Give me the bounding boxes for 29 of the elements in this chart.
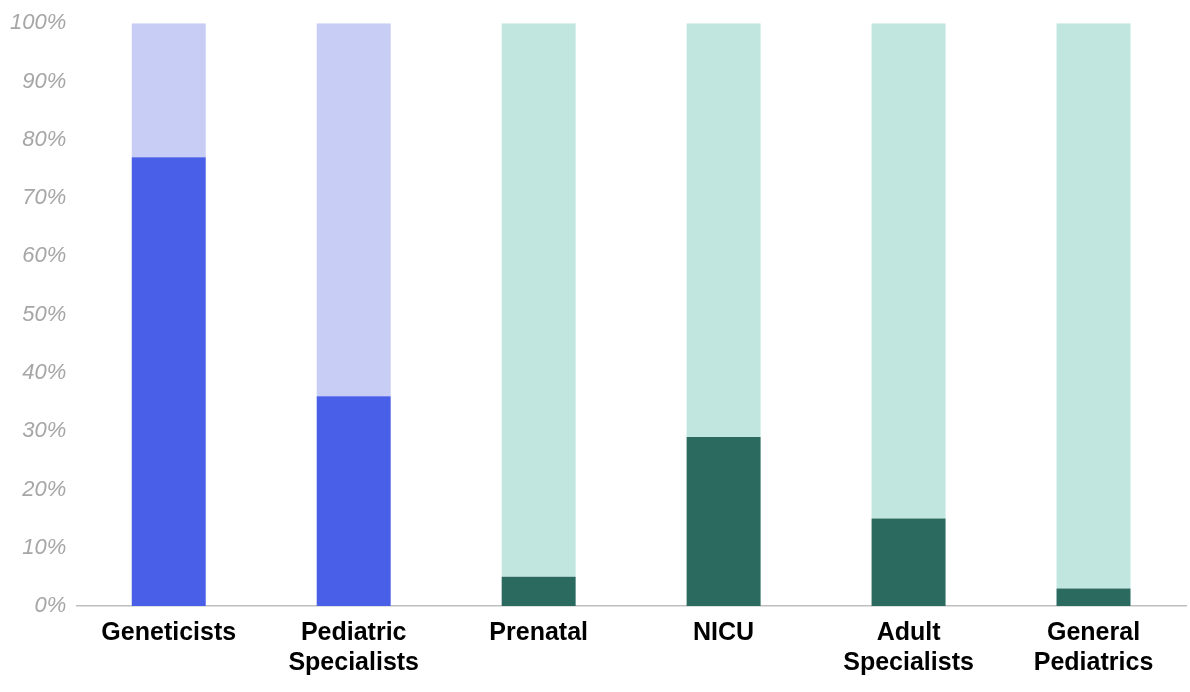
y-tick-label: 100% [9,9,67,35]
x-tick-label: Prenatal [489,616,588,645]
y-tick-label: 0% [34,592,67,618]
y-tick-label: 60% [22,242,67,268]
bar [501,23,576,577]
y-tick-label: 90% [22,67,67,93]
x-tick-label: Geneticists [101,616,237,645]
bar [316,396,391,606]
y-tick-label: 20% [21,475,67,501]
bar [1056,588,1131,606]
y-tick-label: 80% [22,125,67,151]
y-tick-label: 30% [22,417,67,443]
bar [131,23,206,158]
x-tick-label: Adult Specialists [843,616,974,675]
y-tick-label: 10% [22,533,67,559]
x-tick-label: Pediatric Specialists [288,616,420,675]
bar [686,436,761,606]
bar [501,576,576,606]
bar [131,157,206,606]
x-tick-label: General Pediatrics [1033,616,1154,675]
y-tick-label: 50% [22,300,67,326]
bar [871,23,946,519]
bar [1056,23,1131,589]
bar [316,23,391,397]
bar [686,23,761,437]
x-tick-label: NICU [693,616,755,645]
y-tick-label: 70% [22,184,67,210]
y-tick-label: 40% [22,359,67,385]
bar [871,518,946,606]
